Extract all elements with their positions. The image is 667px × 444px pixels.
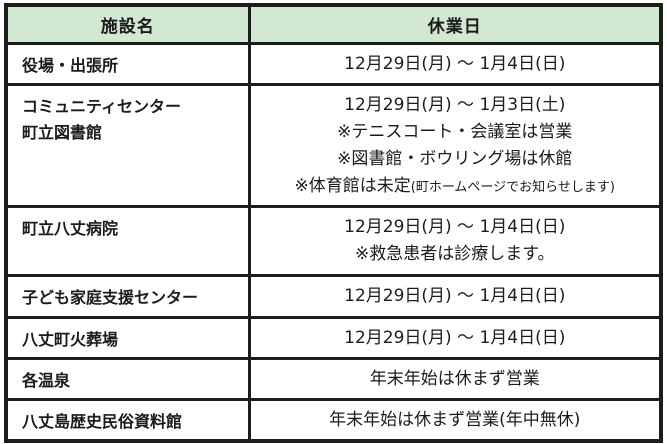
table-row: 役場・出張所 12月29日(月) ～ 1月4日(日) [4,41,663,86]
table-header-row: 施設名 休業日 [4,3,663,45]
closed-date: 12月29日(月) ～ 1月4日(日) [344,53,566,74]
facility-cell: 子ども家庭支援センター [4,273,251,319]
table-row: 八丈町火葬場 12月29日(月) ～ 1月4日(日) [4,315,663,360]
facility-name: 役場・出張所 [22,55,119,75]
closed-date: 12月29日(月) ～ 1月4日(日) [344,285,566,306]
facility-name: 各温泉 [22,370,71,390]
table-row: コミュニティセンター 町立図書館 12月29日(月) ～ 1月3日(土) ※テニ… [4,82,663,208]
facility-cell: 八丈島歴史民俗資料館 [4,397,251,442]
table-row: 八丈島歴史民俗資料館 年末年始は休まず営業(年中無休) [4,397,663,442]
closed-note: ※救急患者は診療します。 [354,243,555,264]
closed-date: 12月29日(月) ～ 1月3日(土) [344,94,566,115]
closed-note-main: ※体育館は未定 [294,175,411,196]
table-row: 町立八丈病院 12月29日(月) ～ 1月4日(日) ※救急患者は診療します。 [4,204,663,277]
header-cell-closed: 休業日 [247,3,663,45]
facility-cell: 役場・出張所 [4,41,251,86]
closed-note: ※図書館・ボウリング場は休館 [337,148,573,169]
table-row: 各温泉 年末年始は休まず営業 [4,356,663,401]
facility-name: 子ども家庭支援センター [22,287,199,307]
closed-note: ※体育館は未定(町ホームページでお知らせします) [255,173,656,201]
facility-cell: 八丈町火葬場 [4,315,251,360]
facility-cell: コミュニティセンター 町立図書館 [4,82,251,208]
closed-cell: 年末年始は休まず営業 [247,356,663,401]
closed-cell: 12月29日(月) ～ 1月4日(日) ※救急患者は診療します。 [247,204,663,277]
facility-name: コミュニティセンター [22,96,182,116]
closed-note: ※テニスコート・会議室は営業 [337,121,573,142]
facility-name: 町立八丈病院 [22,218,119,238]
closed-cell: 12月29日(月) ～ 1月3日(土) ※テニスコート・会議室は営業 ※図書館・… [247,82,663,208]
closed-cell: 12月29日(月) ～ 1月4日(日) [247,315,663,360]
closed-note-small: (町ホームページでお知らせします) [410,179,615,195]
facility-cell: 各温泉 [4,356,251,401]
facility-name: 八丈町火葬場 [22,329,119,349]
facility-cell: 町立八丈病院 [4,204,251,277]
closed-date: 年末年始は休まず営業(年中無休) [329,409,581,430]
closed-cell: 12月29日(月) ～ 1月4日(日) [247,41,663,86]
closed-cell: 年末年始は休まず営業(年中無休) [247,397,663,442]
closed-date: 12月29日(月) ～ 1月4日(日) [344,216,566,237]
facility-name: 八丈島歴史民俗資料館 [22,411,183,431]
facility-closure-table: 施設名 休業日 役場・出張所 12月29日(月) ～ 1月4日(日) コミュニテ… [4,3,663,443]
closed-cell: 12月29日(月) ～ 1月4日(日) [247,273,663,319]
closed-date: 12月29日(月) ～ 1月4日(日) [344,327,566,348]
closed-date: 年末年始は休まず営業 [369,368,540,389]
header-cell-facility: 施設名 [4,3,251,45]
table-row: 子ども家庭支援センター 12月29日(月) ～ 1月4日(日) [4,273,663,319]
facility-name: 町立図書館 [22,122,103,142]
